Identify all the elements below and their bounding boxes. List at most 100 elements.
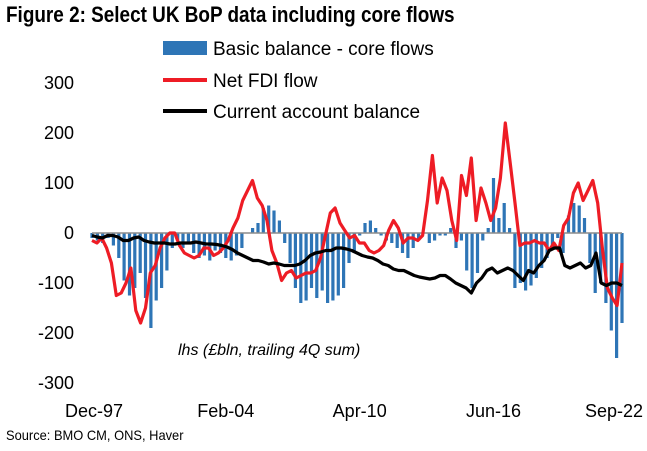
bar-basic-balance: [256, 223, 260, 233]
bar-basic-balance: [331, 233, 335, 301]
bar-basic-balance: [582, 218, 587, 233]
bar-basic-balance: [406, 233, 410, 258]
bar-basic-balance: [138, 233, 142, 273]
bar-basic-balance: [395, 233, 399, 248]
y-tick-label: -100: [38, 273, 74, 293]
bar-basic-balance: [277, 220, 281, 233]
bar-basic-balance: [283, 233, 287, 243]
bar-basic-balance: [572, 203, 576, 233]
bar-basic-balance: [133, 233, 137, 288]
bar-basic-balance: [427, 233, 431, 243]
bar-basic-balance: [261, 208, 265, 233]
y-tick-label: -200: [38, 323, 74, 343]
bar-basic-balance: [352, 233, 356, 253]
bar-basic-balance: [309, 233, 314, 288]
bar-basic-balance: [379, 233, 383, 236]
bar-basic-balance: [486, 228, 490, 233]
bar-basic-balance: [433, 233, 437, 241]
bar-basic-balance: [234, 233, 239, 256]
line-net-fdi-flow: [91, 121, 624, 325]
bar-basic-balance: [374, 228, 378, 233]
bar-basic-balance: [213, 233, 217, 251]
y-tick-label: 100: [44, 173, 74, 193]
bar-basic-balance: [111, 233, 115, 246]
bar-basic-balance: [566, 215, 571, 233]
bar-basic-balance: [127, 233, 132, 296]
bar-basic-balance: [438, 233, 442, 236]
bar-basic-balance: [465, 233, 469, 271]
y-tick-label: 0: [64, 223, 74, 243]
bar-basic-balance: [459, 233, 463, 241]
bar-basic-balance: [411, 233, 415, 248]
bar-basic-balance: [181, 233, 185, 248]
bar-basic-balance: [117, 233, 121, 258]
source-note: Source: BMO CM, ONS, Haver: [6, 427, 184, 443]
bar-basic-balance: [529, 233, 533, 286]
bar-basic-balance: [508, 228, 512, 233]
y-axis-tick-labels: 300 200 100 0 -100 -200 -300: [38, 73, 74, 393]
legend-label-net-fdi-flow: Net FDI flow: [213, 71, 318, 92]
bar-basic-balance: [390, 233, 394, 243]
bar-basic-balance: [288, 233, 292, 263]
bar-basic-balance: [299, 233, 303, 303]
x-tick-label: Sep-22: [585, 401, 643, 421]
bar-basic-balance: [518, 233, 522, 283]
bar-basic-balance: [368, 220, 372, 233]
chart-title: Figure 2: Select UK BoP data including c…: [6, 2, 455, 27]
axis-annotation: lhs (£bln, trailing 4Q sum): [178, 342, 360, 359]
bar-basic-balance: [267, 205, 271, 233]
bar-basic-balance: [534, 233, 538, 278]
bar-basic-balance: [615, 233, 619, 358]
bar-basic-balance: [320, 233, 324, 291]
x-axis-tick-labels: Dec-97 Feb-04 Apr-10 Jun-16 Sep-22: [65, 401, 643, 421]
y-tick-label: 200: [44, 123, 74, 143]
bar-basic-balance: [550, 233, 554, 248]
bar-basic-balance: [470, 233, 474, 288]
bar-basic-balance: [513, 233, 517, 288]
bar-series-basic-balance: [90, 178, 624, 358]
bar-basic-balance: [449, 228, 453, 233]
bar-basic-balance: [561, 233, 565, 253]
bar-basic-balance: [540, 233, 544, 268]
bar-basic-balance: [358, 233, 362, 236]
line-current-account-balance: [91, 233, 623, 295]
bar-basic-balance: [336, 233, 340, 296]
bar-basic-balance: [524, 233, 528, 291]
bar-basic-balance: [149, 233, 153, 328]
bar-basic-balance: [240, 233, 244, 248]
legend-label-basic-balance: Basic balance - core flows: [213, 39, 434, 60]
bar-basic-balance: [208, 233, 212, 261]
bar-basic-balance: [143, 233, 148, 298]
bar-basic-balance: [502, 203, 506, 233]
bar-basic-balance: [497, 218, 501, 233]
bar-basic-balance: [481, 233, 485, 241]
bar-basic-balance: [160, 233, 164, 288]
x-tick-label: Apr-10: [333, 401, 387, 421]
bar-basic-balance: [251, 228, 255, 233]
bar-basic-balance: [593, 233, 597, 293]
bar-basic-balance: [186, 233, 190, 243]
bar-basic-balance: [170, 233, 174, 248]
legend-label-current-account: Current account balance: [213, 102, 420, 123]
y-tick-label: 300: [44, 73, 74, 93]
bar-basic-balance: [577, 205, 581, 233]
x-tick-label: Jun-16: [466, 401, 521, 421]
legend-swatch-basic-balance: [163, 41, 207, 55]
bar-basic-balance: [417, 233, 421, 241]
bar-basic-balance: [304, 233, 308, 301]
bar-basic-balance: [347, 233, 351, 263]
bar-basic-balance: [342, 233, 346, 288]
legend: Basic balance - core flows Net FDI flow …: [163, 39, 434, 123]
bar-basic-balance: [229, 233, 233, 261]
bar-basic-balance: [556, 233, 560, 238]
bar-basic-balance: [443, 233, 447, 236]
bar-basic-balance: [475, 233, 480, 273]
bar-basic-balance: [491, 178, 496, 233]
bar-basic-balance: [122, 233, 126, 281]
bar-basic-balance: [620, 233, 624, 323]
x-tick-label: Feb-04: [197, 401, 254, 421]
y-tick-label: -300: [38, 373, 74, 393]
bar-basic-balance: [599, 233, 603, 283]
bar-basic-balance: [165, 233, 169, 271]
